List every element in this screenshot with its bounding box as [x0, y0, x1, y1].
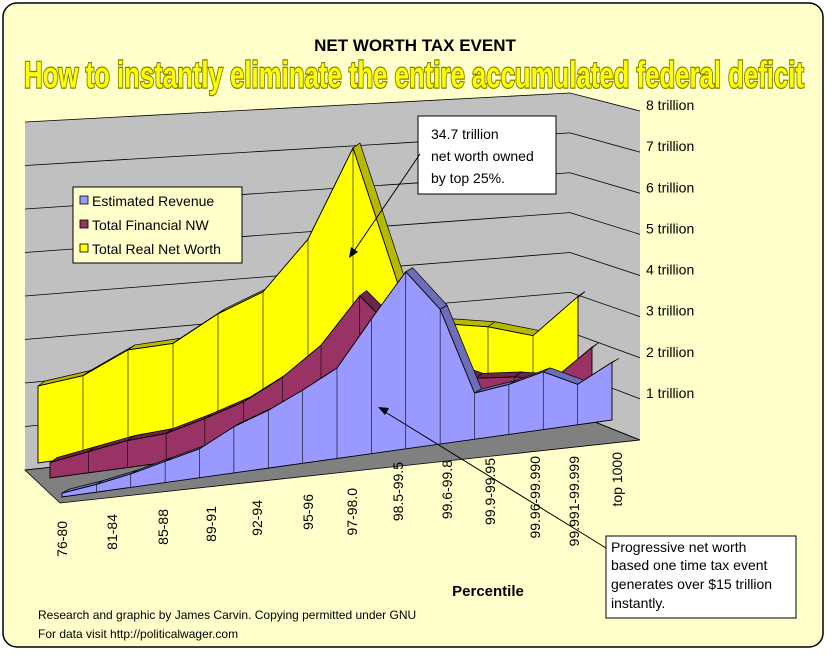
y-tick-label: 3 trillion [646, 303, 694, 319]
gridline [569, 172, 641, 194]
gridline [569, 291, 641, 318]
y-axis-ticks: 1 trillion 2 trillion 3 trillion 4 trillion… [646, 97, 694, 401]
gridline [569, 331, 641, 359]
y-tick-label: 1 trillion [646, 385, 694, 401]
x-tick-label: 85-88 [155, 509, 171, 545]
annotation-top-net-worth: 34.7 trillion net worth owned by top 25%… [349, 115, 557, 258]
x-axis-label: Percentile [452, 583, 524, 600]
gridline [24, 92, 571, 123]
annotation-top-net-worth-arrowhead [349, 247, 358, 258]
annotation-revenue-arrow [381, 409, 607, 549]
gridline [569, 252, 641, 276]
x-tick-label: 92-94 [249, 500, 265, 536]
annotation-revenue-line-1: Progressive net worth [611, 539, 746, 555]
x-tick-label: 98.5-99.5 [390, 462, 406, 521]
annotation-revenue-arrowhead [378, 407, 389, 415]
x-tick-label: 97-98.0 [344, 488, 360, 536]
legend: Estimated Revenue Total Financial NW Tot… [72, 186, 243, 264]
annotation-revenue-line-3: generates over $15 trillion [611, 576, 772, 592]
footer-credit: Research and graphic by James Carvin. Co… [38, 608, 416, 622]
x-tick-label: 76-80 [54, 521, 70, 557]
annotation-top-net-worth-line-3: by top 25%. [431, 170, 505, 186]
y-tick-label: 5 trillion [646, 220, 694, 236]
y-tick-label: 8 trillion [646, 97, 694, 113]
y-tick-label: 4 trillion [646, 262, 694, 278]
annotation-top-net-worth-arrow [351, 153, 421, 255]
gridline [569, 132, 641, 153]
y-tick-label: 2 trillion [646, 344, 694, 360]
series-0 [61, 267, 620, 498]
legend-swatch-estimated-revenue [79, 195, 89, 205]
annotation-revenue-line-4: instantly. [611, 595, 665, 611]
x-tick-label: 81-84 [104, 514, 120, 550]
x-tick-label: 89-91 [203, 506, 219, 542]
legend-swatch-total-financial-nw [79, 219, 89, 229]
annotation-revenue: Progressive net worth based one time tax… [378, 407, 797, 619]
x-tick-label: 99.96-99.990 [527, 456, 543, 539]
legend-label-total-financial-nw: Total Financial NW [92, 217, 209, 233]
annotation-revenue-line-2: based one time tax event [611, 557, 768, 573]
legend-swatch-total-real-net-worth [79, 243, 89, 253]
y-tick-label: 7 trillion [646, 138, 694, 154]
gridline [569, 92, 641, 112]
annotation-top-net-worth-line-2: net worth owned [431, 148, 534, 164]
y-tick-label: 6 trillion [646, 179, 694, 195]
x-tick-label: top 1000 [609, 452, 625, 507]
legend-label-total-real-net-worth: Total Real Net Worth [92, 241, 221, 257]
series-layer [37, 142, 620, 498]
chart-subtitle: How to instantly eliminate the entire ac… [24, 55, 804, 96]
x-tick-label: 95-96 [300, 494, 316, 530]
chart-title: NET WORTH TAX EVENT [314, 36, 516, 55]
x-tick-label: 99.6-99.8 [439, 460, 455, 519]
footer-data-link: For data visit http://politicalwager.com [38, 627, 238, 641]
annotation-revenue-box [605, 535, 797, 619]
annotation-top-net-worth-line-1: 34.7 trillion [431, 126, 499, 142]
gridline [569, 212, 641, 235]
annotation-top-net-worth-box [417, 115, 557, 195]
x-axis-ticks: 76-80 81-84 85-88 89-91 92-94 95-96 97-98.0 98.… [54, 452, 625, 557]
legend-box [72, 186, 243, 264]
x-tick-label: 99.9-99.95 [482, 458, 498, 525]
x-tick-label: 99.991-99.999 [566, 456, 582, 547]
legend-label-estimated-revenue: Estimated Revenue [92, 193, 214, 209]
